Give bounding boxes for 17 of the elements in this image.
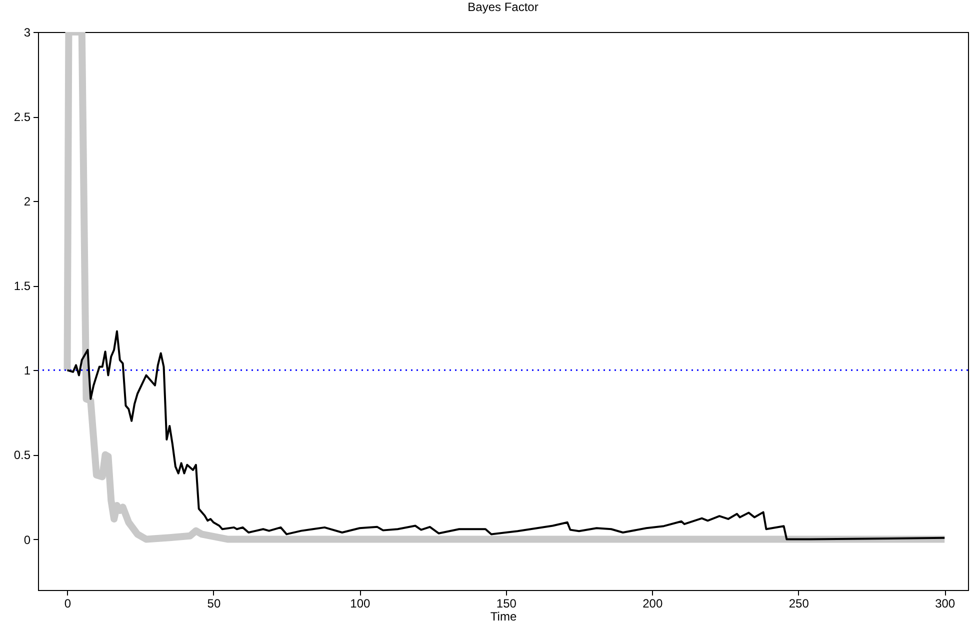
y-tick-label: 2: [24, 194, 31, 209]
y-tick-label: 0.5: [14, 448, 31, 462]
y-tick-label: 1: [24, 364, 31, 378]
y-tick-label: 2.5: [14, 110, 31, 124]
x-tick-label: 200: [642, 596, 663, 610]
x-tick-label: 0: [64, 596, 72, 610]
x-tick-label: 50: [207, 596, 221, 610]
x-tick-label: 100: [350, 596, 371, 610]
x-axis-title: Time: [490, 610, 517, 624]
x-tick-label: 250: [788, 596, 810, 610]
y-tick-label: 3: [24, 26, 31, 40]
line-series: [66, 330, 946, 540]
chart-title: Bayes Factor: [468, 0, 538, 14]
x-tick-label: 300: [935, 596, 956, 610]
x-tick-label: 150: [496, 596, 517, 610]
y-tick-label: 0: [24, 532, 31, 547]
y-tick-label: 1.5: [14, 279, 31, 294]
